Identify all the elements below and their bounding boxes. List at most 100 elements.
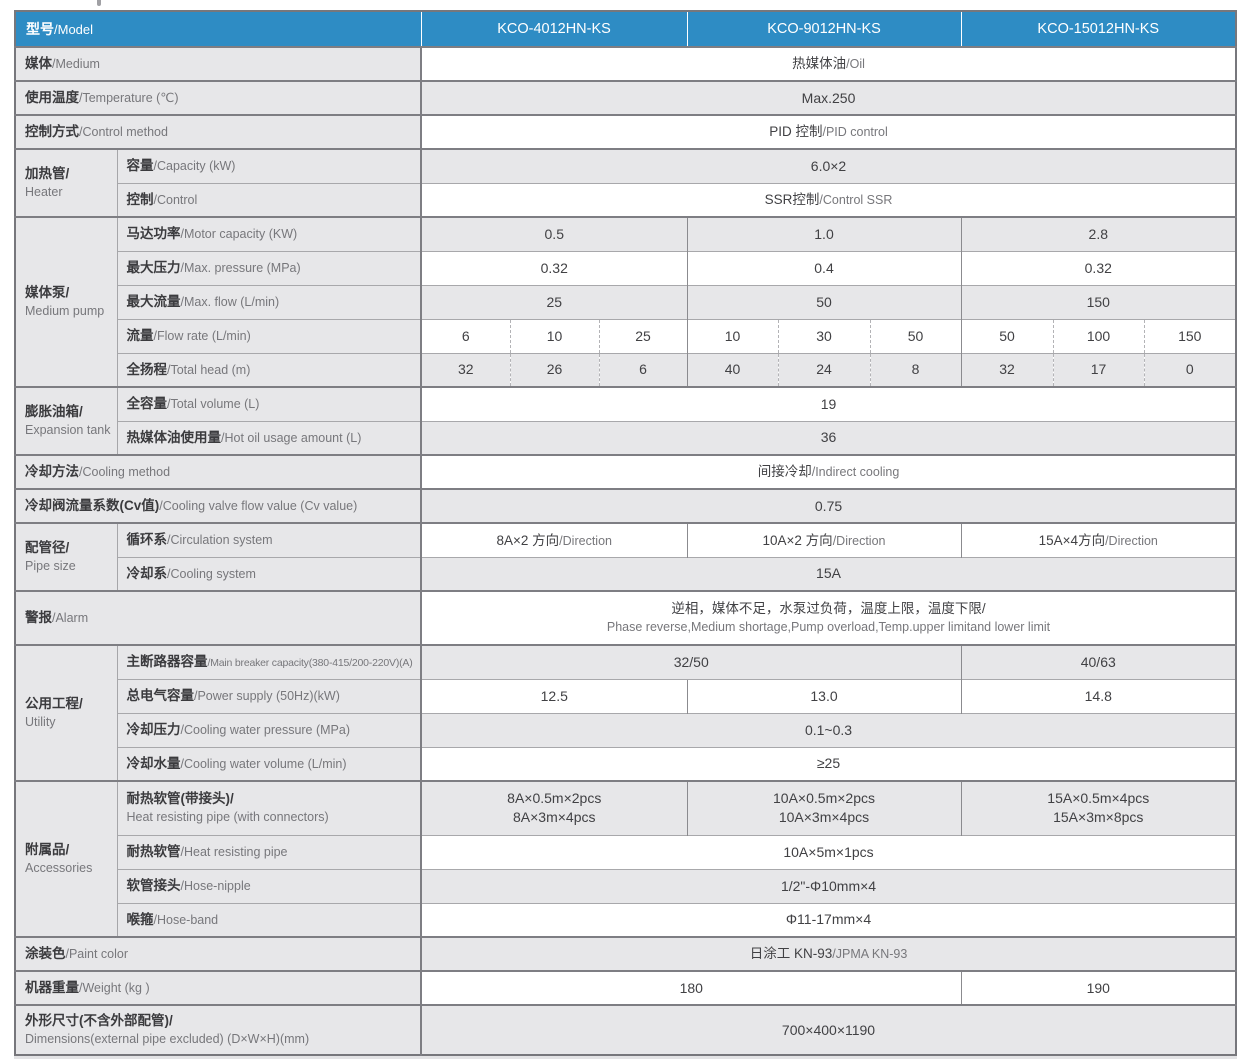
zh-text: 耐热软管 (126, 844, 181, 859)
total-head-cell: 40 (686, 352, 778, 387)
column-header-kco-15012: KCO-15012HN-KS (960, 11, 1237, 47)
acc-nipple-value: 1/2"-Φ10mm×4 (421, 868, 1237, 903)
row-pump-max-flow: 最大流量/Max. flow (L/min) 25 50 150 (15, 284, 1237, 319)
zh-text: 间接冷却 (757, 464, 812, 480)
utility-water-pressure-value: 0.1~0.3 (421, 712, 1237, 747)
zh-text: 流量 (126, 328, 154, 343)
row-utility-water-volume: 冷却水量/Cooling water volume (L/min) ≥25 (15, 746, 1237, 781)
zh-text: 喉箍 (126, 911, 154, 927)
zh-text: 容量 (126, 158, 154, 174)
zh-text: 附属品/ (25, 842, 70, 858)
pump-max-flow-m1: 25 (420, 284, 687, 319)
expansion-volume-value: 19 (421, 386, 1237, 421)
expansion-volume-label: 全容量/Total volume (L) (117, 386, 422, 421)
column-header-model: 型号/Model (15, 11, 421, 47)
expansion-group-label: 膨胀油箱/Expansion tank (15, 386, 118, 455)
acc-nipple-label: 软管接头/Hose-nipple (117, 868, 422, 903)
flow-rate-cell: 150 (1143, 318, 1237, 353)
en-text: /Control method (79, 125, 168, 139)
pipe-circulation-m3: 15A×4方向/Direction (960, 522, 1237, 557)
zh-text: 耐热软管(带接头)/ (126, 791, 234, 807)
utility-breaker-m3: 40/63 (960, 644, 1237, 679)
zh-text: 控制方式 (25, 124, 79, 139)
alarm-label: 警报/Alarm (15, 590, 422, 645)
en-text: /JPMA KN-93 (832, 947, 908, 962)
zh-text: 最大流量 (126, 294, 181, 309)
row-acc-band: 喉箍/Hose-band Φ11-17mm×4 (15, 902, 1237, 937)
dimensions-value: 700×400×1190 (421, 1004, 1237, 1055)
row-alarm: 警报/Alarm 逆相，媒体不足，水泵过负荷，温度上限，温度下限/Phase r… (15, 590, 1237, 645)
en-text: /Total volume (L) (167, 397, 260, 412)
control-method-label: 控制方式/Control method (15, 114, 422, 149)
pump-motor-m2: 1.0 (686, 216, 961, 251)
en-text: /Power supply (50Hz)(kW) (194, 689, 340, 703)
total-head-cell: 32 (960, 352, 1053, 387)
cv-value-label: 冷却阀流量系数(Cv值)/Cooling valve flow value (C… (15, 488, 422, 523)
acc-pipe-connectors-m3: 15A×0.5m×4pcs 15A×3m×8pcs (960, 780, 1237, 835)
paint-value: 日涂工 KN-93/JPMA KN-93 (421, 936, 1237, 971)
row-dimensions: 外形尺寸(不含外部配管)/ Dimensions(external pipe ex… (15, 1004, 1237, 1055)
header-label-zh: 型号 (26, 21, 54, 37)
en-text: /Weight (kg ) (79, 981, 150, 995)
row-paint: 涂装色/Paint color 日涂工 KN-93/JPMA KN-93 (15, 936, 1237, 971)
en-text: /Control SSR (819, 193, 893, 208)
row-weight: 机器重量/Weight (kg ) 180 190 (15, 970, 1237, 1005)
total-head-cell: 26 (509, 352, 599, 387)
en-text: /Oil (846, 57, 865, 72)
pump-pressure-m1: 0.32 (420, 250, 687, 285)
en-text: Heater (25, 184, 63, 199)
zh-text: 警报 (25, 610, 52, 625)
zh-text: 日涂工 KN-93 (749, 946, 833, 962)
line2: 8A×3m×4pcs (513, 809, 596, 826)
utility-water-volume-label: 冷却水量/Cooling water volume (L/min) (117, 746, 422, 781)
total-head-cell: 0 (1143, 352, 1237, 387)
row-medium: 媒体/Medium 热媒体油/Oil (15, 46, 1237, 81)
en-text: Expansion tank (25, 422, 111, 437)
en-text: /Control (153, 192, 198, 207)
zh-text: 主断路器容量 (126, 654, 208, 670)
row-cv-value: 冷却阀流量系数(Cv值)/Cooling valve flow value (C… (15, 488, 1237, 523)
zh-text: 马达功率 (126, 226, 181, 242)
row-acc-nipple: 软管接头/Hose-nipple 1/2"-Φ10mm×4 (15, 868, 1237, 903)
heater-control-label: 控制/Control (117, 182, 422, 217)
en-text: /Hose-band (153, 912, 219, 927)
total-head-cell: 24 (777, 352, 870, 387)
zh-text: 冷却阀流量系数(Cv值) (25, 498, 160, 513)
pump-total-head-label: 全扬程/Total head (m) (117, 352, 422, 387)
line1: 8A×0.5m×2pcs (507, 790, 602, 807)
zh-text: 全扬程 (126, 361, 168, 377)
column-header-kco-4012: KCO-4012HN-KS (420, 11, 687, 47)
en-text: /Cooling water pressure (MPa) (180, 723, 351, 737)
pipe-circulation-label: 循环系/Circulation system (117, 522, 422, 557)
row-pump-motor: 媒体泵/Medium pump 马达功率/Motor capacity (KW)… (15, 216, 1237, 387)
en-text: /Paint color (65, 947, 129, 961)
en-text: /Cooling valve flow value (Cv value) (159, 499, 358, 513)
en-text: /Direction (1105, 533, 1158, 548)
total-head-cell: 6 (598, 352, 687, 387)
en-text: /Cooling method (79, 465, 171, 479)
cv-value-value: 0.75 (421, 488, 1237, 523)
alarm-value: 逆相，媒体不足，水泵过负荷，温度上限，温度下限/Phase reverse,Me… (421, 590, 1237, 645)
en-text: /Medium (52, 57, 100, 71)
flow-rate-cell: 50 (960, 318, 1053, 353)
pump-motor-label: 马达功率/Motor capacity (KW) (117, 216, 422, 251)
en-text: Phase reverse,Medium shortage,Pump overl… (606, 619, 1051, 634)
acc-pipe-value: 10A×5m×1pcs (421, 834, 1237, 869)
utility-breaker-m1-m2: 32/50 (420, 644, 961, 679)
pipe-circulation-m1: 8A×2 方向/Direction (420, 522, 687, 557)
pump-pressure-label: 最大压力/Max. pressure (MPa) (117, 250, 422, 285)
total-head-cell: 32 (420, 352, 510, 387)
flow-rate-cell: 50 (869, 318, 961, 353)
control-method-value: PID 控制/PID control (421, 114, 1237, 149)
utility-water-volume-value: ≥25 (421, 746, 1237, 781)
line1: 10A×0.5m×2pcs (773, 790, 875, 807)
zh-text: 循环系 (126, 532, 168, 548)
line2: 15A×3m×8pcs (1053, 809, 1144, 826)
zh-text: 公用工程/ (25, 696, 83, 712)
row-acc-pipe-connectors: 附属品/Accessories 耐热软管(带接头)/ Heat resisting… (15, 780, 1237, 937)
en-text: /Cooling system (167, 566, 256, 581)
zh-text: PID 控制 (769, 124, 823, 140)
expansion-oil-usage-label: 热媒体油使用量/Hot oil usage amount (L) (117, 420, 422, 455)
row-temperature: 使用温度/Temperature (℃) Max.250 (15, 80, 1237, 115)
pump-motor-m3: 2.8 (960, 216, 1237, 251)
